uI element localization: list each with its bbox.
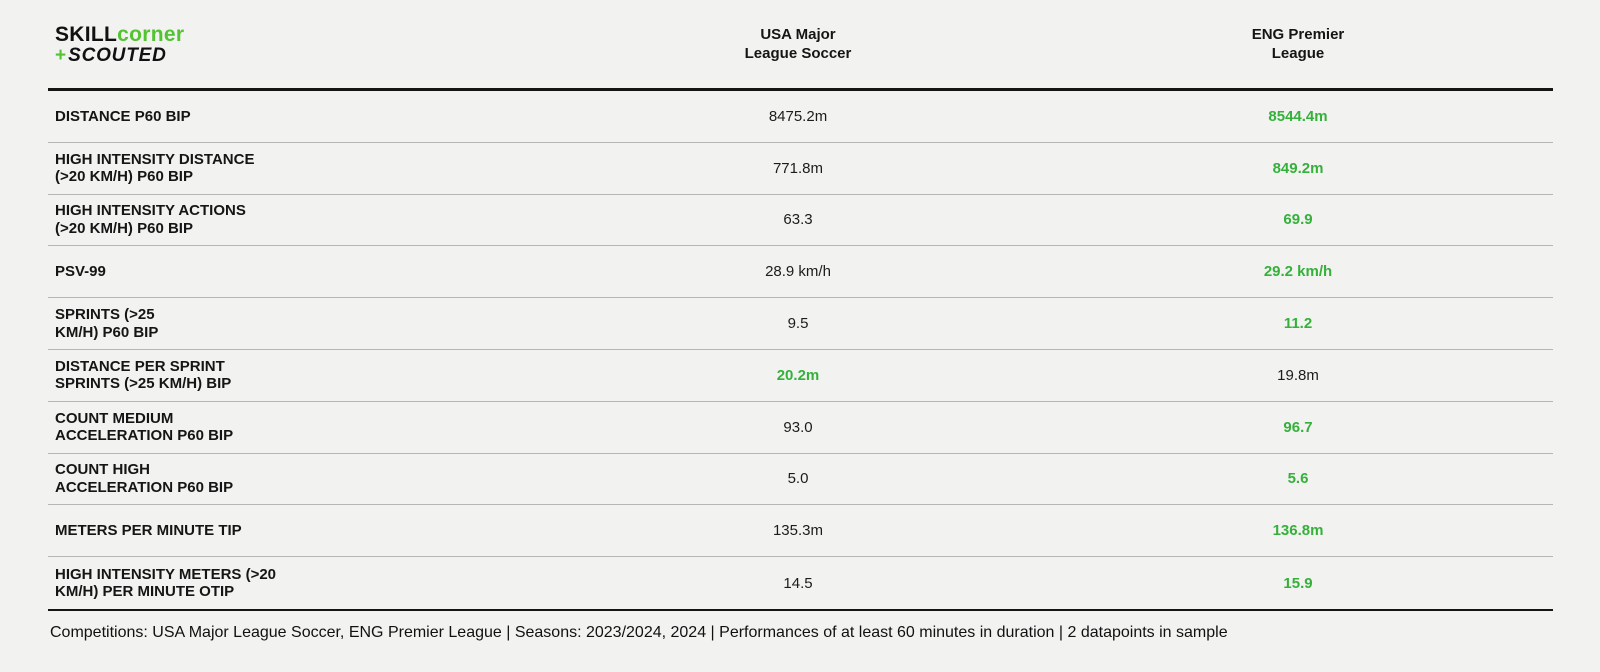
metric-label: COUNT MEDIUM ACCELERATION P60 BIP [48,410,633,445]
column-header-mls-line2: League Soccer [744,45,852,62]
metric-label: HIGH INTENSITY DISTANCE (>20 KM/H) P60 B… [48,151,633,186]
table-row: HIGH INTENSITY METERS (>20 KM/H) PER MIN… [48,557,1553,609]
table-row: METERS PER MINUTE TIP 135.3m 136.8m [48,505,1553,558]
metric-label: DISTANCE P60 BIP [48,108,633,126]
mls-value: 63.3 [783,211,813,229]
mls-value: 14.5 [783,574,813,592]
logo-text-skill: SKILL [55,22,118,46]
mls-value: 28.9 km/h [765,263,831,281]
metric-label-line2: (>20 KM/H) P60 BIP [55,219,193,237]
metric-label-line2: ACCELERATION P60 BIP [55,478,234,496]
metric-label-line1: HIGH INTENSITY ACTIONS [55,202,246,220]
mls-value: 5.0 [787,470,809,488]
logo-text-scouted: SCOUTED [68,44,167,66]
epl-value: 136.8m [1272,522,1324,540]
footnote: Competitions: USA Major League Soccer, E… [50,623,1228,641]
epl-value: 11.2 [1283,315,1313,333]
metrics-table: DISTANCE P60 BIP 8475.2m 8544.4m HIGH IN… [48,91,1553,609]
metric-label-line1: DISTANCE PER SPRINT [55,357,225,375]
column-header-mls: USA Major League Soccer [633,25,963,63]
table-row: PSV-99 28.9 km/h 29.2 km/h [48,246,1553,299]
logo-line-scouted: + SCOUTED [55,46,633,65]
metric-label: DISTANCE PER SPRINT SPRINTS (>25 KM/H) B… [48,358,633,393]
logo-line-skillcorner: SKILLcorner [55,24,633,45]
table-row: HIGH INTENSITY DISTANCE (>20 KM/H) P60 B… [48,143,1553,195]
table-row: SPRINTS (>25 KM/H) P60 BIP 9.5 11.2 [48,298,1553,350]
metric-label-line1: DISTANCE P60 BIP [55,107,191,125]
metric-label: HIGH INTENSITY ACTIONS (>20 KM/H) P60 BI… [48,202,633,237]
table-row: COUNT HIGH ACCELERATION P60 BIP 5.0 5.6 [48,454,1553,506]
table-row: COUNT MEDIUM ACCELERATION P60 BIP 93.0 9… [48,402,1553,454]
epl-value: 849.2m [1272,159,1324,177]
metric-label: PSV-99 [48,263,633,281]
metric-label-line2: KM/H) PER MINUTE OTIP [55,583,235,601]
metric-label: HIGH INTENSITY METERS (>20 KM/H) PER MIN… [48,566,633,601]
epl-value: 29.2 km/h [1263,263,1333,281]
metric-label-line1: COUNT HIGH [55,461,150,479]
metric-label-line2: ACCELERATION P60 BIP [55,427,234,445]
metric-label-line2: SPRINTS (>25 KM/H) BIP [55,375,232,393]
skillcorner-scouted-logo: SKILLcorner + SCOUTED [48,24,633,65]
epl-value: 19.8m [1277,366,1319,384]
mls-value: 771.8m [772,159,824,177]
mls-value: 135.3m [772,522,824,540]
metric-label-line1: SPRINTS (>25 [55,306,155,324]
column-header-epl-line2: League [1271,45,1325,62]
column-header-epl-line1: ENG Premier [1251,26,1345,43]
metric-label-line2: KM/H) P60 BIP [55,323,159,341]
logo-plus-icon: + [55,44,67,66]
column-header-epl: ENG Premier League [963,25,1553,63]
epl-value: 15.9 [1283,574,1313,592]
mls-value: 8475.2m [768,107,828,125]
metric-label-line1: HIGH INTENSITY DISTANCE [55,150,255,168]
league-physical-comparison-card: SKILLcorner + SCOUTED USA Major League So… [48,0,1553,641]
mls-value: 20.2m [776,366,820,384]
epl-value: 96.7 [1283,418,1313,436]
epl-value: 69.9 [1283,211,1313,229]
metric-label: SPRINTS (>25 KM/H) P60 BIP [48,306,633,341]
metric-label-line1: COUNT MEDIUM [55,409,174,427]
table-row: DISTANCE P60 BIP 8475.2m 8544.4m [48,91,1553,143]
epl-value: 8544.4m [1268,107,1328,125]
header-divider [48,88,1553,91]
mls-value: 9.5 [787,315,809,333]
table-row: DISTANCE PER SPRINT SPRINTS (>25 KM/H) B… [48,350,1553,402]
table-row: HIGH INTENSITY ACTIONS (>20 KM/H) P60 BI… [48,195,1553,247]
metric-label-line1: HIGH INTENSITY METERS (>20 [55,565,277,583]
metric-label-line1: METERS PER MINUTE TIP [55,522,242,540]
metric-label-line2: (>20 KM/H) P60 BIP [55,168,193,186]
logo-text-corner: corner [117,22,185,46]
metric-label: COUNT HIGH ACCELERATION P60 BIP [48,461,633,496]
footer-divider [48,608,1553,611]
metric-label-line1: PSV-99 [55,263,106,281]
mls-value: 93.0 [783,418,813,436]
column-header-mls-line1: USA Major [760,26,836,43]
metric-label: METERS PER MINUTE TIP [48,522,633,540]
epl-value: 5.6 [1287,470,1309,488]
table-header: SKILLcorner + SCOUTED USA Major League So… [48,0,1553,88]
